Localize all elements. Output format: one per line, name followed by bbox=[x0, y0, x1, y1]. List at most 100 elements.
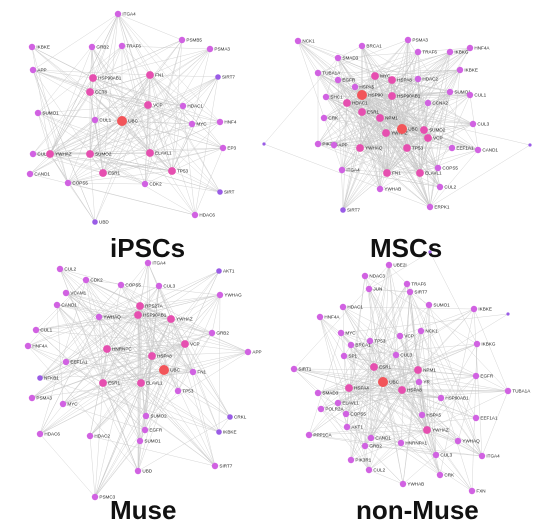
network-edge bbox=[39, 305, 141, 379]
node-label: YWHAB bbox=[407, 482, 424, 487]
node-circle bbox=[86, 88, 94, 96]
network-edge bbox=[67, 104, 149, 184]
network-edge bbox=[342, 306, 419, 371]
node-label: PSMA3 bbox=[412, 38, 428, 43]
gene-node-psma3: PSMA3 bbox=[206, 45, 230, 53]
node-circle bbox=[146, 71, 154, 79]
network-edge bbox=[395, 354, 403, 391]
network-edge bbox=[346, 381, 384, 428]
network-edge bbox=[92, 77, 149, 106]
network-edge bbox=[401, 389, 423, 416]
node-circle bbox=[136, 437, 144, 445]
network-edge bbox=[139, 305, 213, 334]
network-edge bbox=[382, 381, 442, 399]
gene-node-pik3r1: PIK3R1 bbox=[347, 456, 372, 464]
network-edge bbox=[31, 382, 142, 399]
gene-node-hdac1: HDAC1 bbox=[339, 303, 363, 311]
node-label: CUL1 bbox=[40, 328, 52, 333]
node-circle bbox=[117, 281, 125, 289]
network-edge bbox=[139, 305, 153, 357]
gene-node-ube2i: UBE2I bbox=[385, 261, 407, 269]
node-circle bbox=[371, 72, 379, 80]
node-label: PSMA3 bbox=[214, 47, 230, 52]
node-label: NFKB1 bbox=[44, 376, 59, 381]
gene-node-psma3: PSMA3 bbox=[404, 36, 428, 44]
network-edge bbox=[427, 137, 479, 151]
network-edge bbox=[341, 128, 403, 171]
network-edge bbox=[423, 47, 471, 131]
node-circle bbox=[141, 426, 149, 434]
gene-node-fn1: FN1 bbox=[146, 71, 164, 79]
gene-node-psma3: PSMA3 bbox=[28, 394, 52, 402]
network-edge bbox=[382, 264, 390, 383]
network-edge bbox=[473, 308, 483, 457]
node-label: SUMO1 bbox=[144, 439, 161, 444]
network-edge bbox=[317, 143, 388, 174]
node-label: YWHAQ bbox=[462, 439, 480, 444]
network-edge bbox=[342, 306, 347, 415]
network-edge bbox=[346, 75, 376, 104]
node-label: TP53 bbox=[177, 169, 188, 174]
node-circle bbox=[28, 43, 36, 51]
network-edge bbox=[333, 94, 363, 146]
network-edge bbox=[426, 429, 473, 492]
network-edge bbox=[263, 57, 339, 145]
gene-node-egfr: EGFR bbox=[141, 426, 163, 434]
node-circle bbox=[208, 329, 216, 337]
node-circle bbox=[92, 219, 98, 225]
network-edge bbox=[293, 368, 384, 383]
network-edge bbox=[139, 305, 194, 373]
network-edge bbox=[85, 279, 216, 467]
node-circle bbox=[334, 54, 342, 62]
network-panel-mscs: NCK1 BRCA1 PSMA3 TRAF6 IKBKG HNF4A SMAD3 TUBA1A… bbox=[262, 36, 532, 213]
gene-node-eef1a1: EEF1A1 bbox=[448, 144, 474, 152]
node-circle bbox=[437, 394, 445, 402]
node-circle bbox=[189, 368, 197, 376]
network-edge bbox=[98, 316, 172, 320]
node-label: HNF4A bbox=[474, 46, 490, 51]
node-label: HSP90AB1 bbox=[98, 76, 122, 81]
network-edge bbox=[337, 402, 473, 492]
network-edge bbox=[401, 389, 477, 419]
network-edge bbox=[65, 262, 149, 363]
node-label: HNF4A bbox=[324, 315, 340, 320]
node-label: ELAVL1 bbox=[155, 151, 172, 156]
node-circle bbox=[472, 414, 480, 422]
panel-title-nonmuse: non-Muse bbox=[356, 495, 479, 525]
network-edge bbox=[149, 48, 211, 76]
network-edge bbox=[370, 354, 397, 439]
node-label: BRCA1 bbox=[355, 343, 371, 348]
network-edge bbox=[37, 112, 51, 155]
network-edge bbox=[144, 105, 184, 185]
node-circle bbox=[216, 118, 224, 126]
network-edge bbox=[29, 153, 51, 175]
network-edge bbox=[317, 390, 509, 394]
gene-node-cul3: CUL3 bbox=[29, 150, 50, 158]
node-circle bbox=[382, 129, 390, 137]
node-label: UBD bbox=[142, 469, 152, 474]
network-edge bbox=[89, 74, 151, 93]
node-circle bbox=[403, 144, 411, 152]
gene-node-ywhab: YWHAB bbox=[376, 185, 401, 193]
node-circle bbox=[367, 434, 375, 442]
network-edge bbox=[184, 294, 221, 345]
network-edge bbox=[35, 294, 221, 331]
network-edge bbox=[361, 45, 376, 77]
network-edge bbox=[137, 382, 142, 472]
network-edge bbox=[149, 74, 221, 123]
node-label: TRAF6 bbox=[411, 282, 426, 287]
node-label: HNRNPA1 bbox=[405, 441, 427, 446]
network-edge bbox=[343, 308, 475, 357]
network-edge bbox=[145, 351, 249, 417]
node-circle bbox=[56, 265, 64, 273]
gene-node-crk: CRK bbox=[320, 114, 339, 122]
stray-node bbox=[428, 250, 432, 254]
network-edge bbox=[32, 69, 96, 223]
network-edge bbox=[102, 284, 122, 384]
network-edge bbox=[426, 304, 430, 431]
network-edge bbox=[32, 120, 123, 155]
node-circle bbox=[472, 372, 480, 380]
node-circle bbox=[322, 93, 330, 101]
network-edge bbox=[106, 348, 216, 467]
network-edge bbox=[317, 143, 453, 149]
